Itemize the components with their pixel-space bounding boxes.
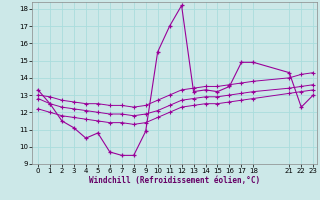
X-axis label: Windchill (Refroidissement éolien,°C): Windchill (Refroidissement éolien,°C)	[89, 176, 260, 185]
